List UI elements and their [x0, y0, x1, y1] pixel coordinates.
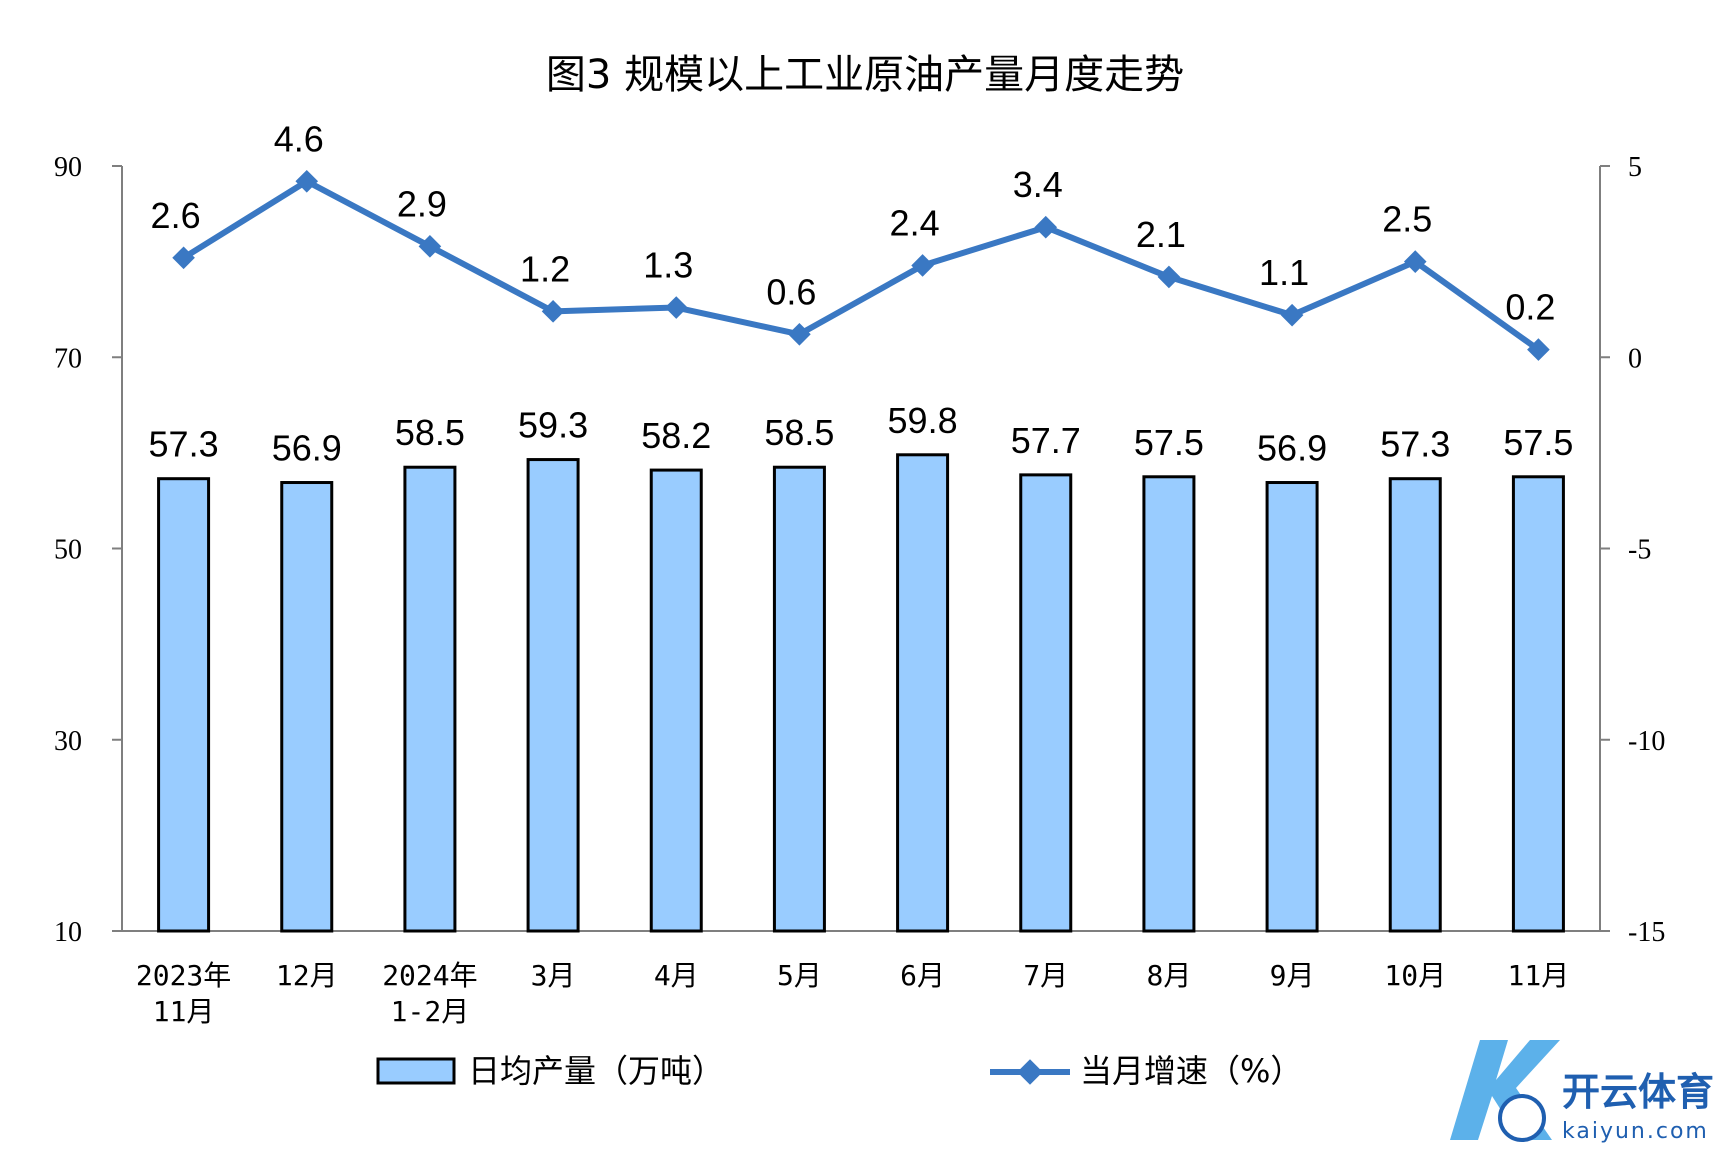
line-point: [172, 246, 195, 270]
bar-data-label: 58.2: [641, 415, 711, 456]
line-data-label: 1.2: [520, 248, 570, 289]
y-right-tick-label: -5: [1628, 535, 1651, 566]
line-point: [418, 235, 442, 258]
y-right-tick-label: -10: [1628, 726, 1665, 757]
line-point: [1157, 265, 1181, 289]
line-data-label: 3.4: [1013, 164, 1063, 205]
y-right-tick-label: 5: [1628, 152, 1642, 183]
x-tick-label: 11月: [1508, 959, 1570, 992]
bar-data-label: 58.5: [395, 412, 465, 453]
bar: [157, 477, 211, 933]
line-point: [1034, 215, 1058, 239]
line-point: [1527, 338, 1550, 361]
bar: [1142, 475, 1196, 933]
bar-data-label: 57.7: [1011, 420, 1081, 461]
bar-data-label: 57.3: [1380, 424, 1450, 465]
watermark-ball-icon: [1498, 1094, 1546, 1142]
legend-line-label: 当月增速（%）: [1080, 1052, 1302, 1090]
watermark-brand: 开云体育: [1562, 1070, 1714, 1114]
series-line: [182, 178, 1541, 353]
line-data-label: 1.3: [643, 245, 693, 286]
x-tick-label: 12月: [276, 959, 338, 992]
x-tick-label: 1-2月: [391, 995, 470, 1028]
x-tick-label: 10月: [1384, 959, 1446, 992]
x-tick-label: 6月: [900, 959, 945, 992]
line-point: [1280, 303, 1304, 327]
bar: [649, 468, 703, 933]
line-point: [541, 300, 565, 323]
x-tick-label: 11月: [153, 995, 215, 1028]
bar: [403, 465, 457, 933]
x-tick-label: 2023年: [136, 959, 231, 992]
bar: [1265, 481, 1319, 933]
y-left-tick-label: 50: [54, 535, 82, 566]
line-data-label: 0.2: [1505, 287, 1555, 328]
legend-line-marker: [1017, 1059, 1043, 1085]
chart-title: 图3 规模以上工业原油产量月度走势: [546, 52, 1184, 98]
bar: [280, 481, 334, 933]
bar-data-label: 56.9: [1257, 428, 1327, 469]
y-right-tick-label: -15: [1628, 917, 1665, 948]
x-tick-label: 8月: [1146, 959, 1191, 992]
line-data-label: 2.5: [1382, 199, 1432, 240]
line-data-label: 2.1: [1136, 214, 1186, 255]
line-point: [664, 296, 688, 319]
line-data-label: 0.6: [766, 271, 816, 312]
watermark: 开云体育 kaiyun.com: [1450, 1040, 1714, 1144]
bar-data-label: 59.3: [518, 405, 588, 446]
line-point: [911, 254, 934, 277]
axes: 10 30 50 70 90 -15 -10 -5 0 5: [54, 152, 1665, 948]
x-tick-label: 7月: [1023, 959, 1068, 992]
line-series: 2.6 4.6 2.9 1.2 1.3 0.6 2.4 3.4 2.1 1.1 2.5 0.2: [151, 118, 1555, 361]
line-data-label: 2.4: [890, 202, 940, 243]
line-data-label: 2.6: [151, 195, 201, 236]
bar: [526, 458, 580, 933]
y-right-tick-label: 0: [1628, 343, 1642, 374]
line-data-label: 4.6: [274, 118, 324, 159]
bar: [896, 453, 950, 933]
legend-bar-swatch: [376, 1057, 456, 1085]
x-tick-label: 3月: [531, 959, 576, 992]
line-data-label: 1.1: [1259, 252, 1309, 293]
y-left-tick-label: 30: [54, 726, 82, 757]
line-point: [788, 322, 811, 346]
bar: [1019, 473, 1073, 933]
bar: [772, 465, 826, 933]
x-tick-label: 4月: [654, 959, 699, 992]
line-data-label: 2.9: [397, 183, 447, 224]
bar-series: 57.3 56.9 58.5 59.3 58.2 58.5 59.8 57.7 57.5 56.9…: [149, 400, 1573, 933]
bar: [1511, 475, 1565, 933]
bar-data-label: 56.9: [272, 428, 342, 469]
x-tick-label: 9月: [1270, 959, 1315, 992]
y-left-tick-label: 70: [54, 343, 82, 374]
y-left-tick-label: 10: [54, 917, 82, 948]
watermark-site: kaiyun.com: [1562, 1119, 1709, 1144]
x-tick-label: 5月: [777, 959, 822, 992]
bar-data-label: 58.5: [764, 412, 834, 453]
y-left-tick-label: 90: [54, 152, 82, 183]
bar-data-label: 57.5: [1134, 422, 1204, 463]
legend-bar-label: 日均产量（万吨）: [468, 1052, 724, 1090]
bar-data-label: 57.3: [149, 424, 219, 465]
bar-data-label: 59.8: [888, 400, 958, 441]
bar-data-label: 57.5: [1503, 422, 1573, 463]
legend: 日均产量（万吨） 当月增速（%）: [376, 1052, 1302, 1090]
x-tick-label: 2024年: [382, 959, 477, 992]
bar: [1388, 477, 1442, 933]
